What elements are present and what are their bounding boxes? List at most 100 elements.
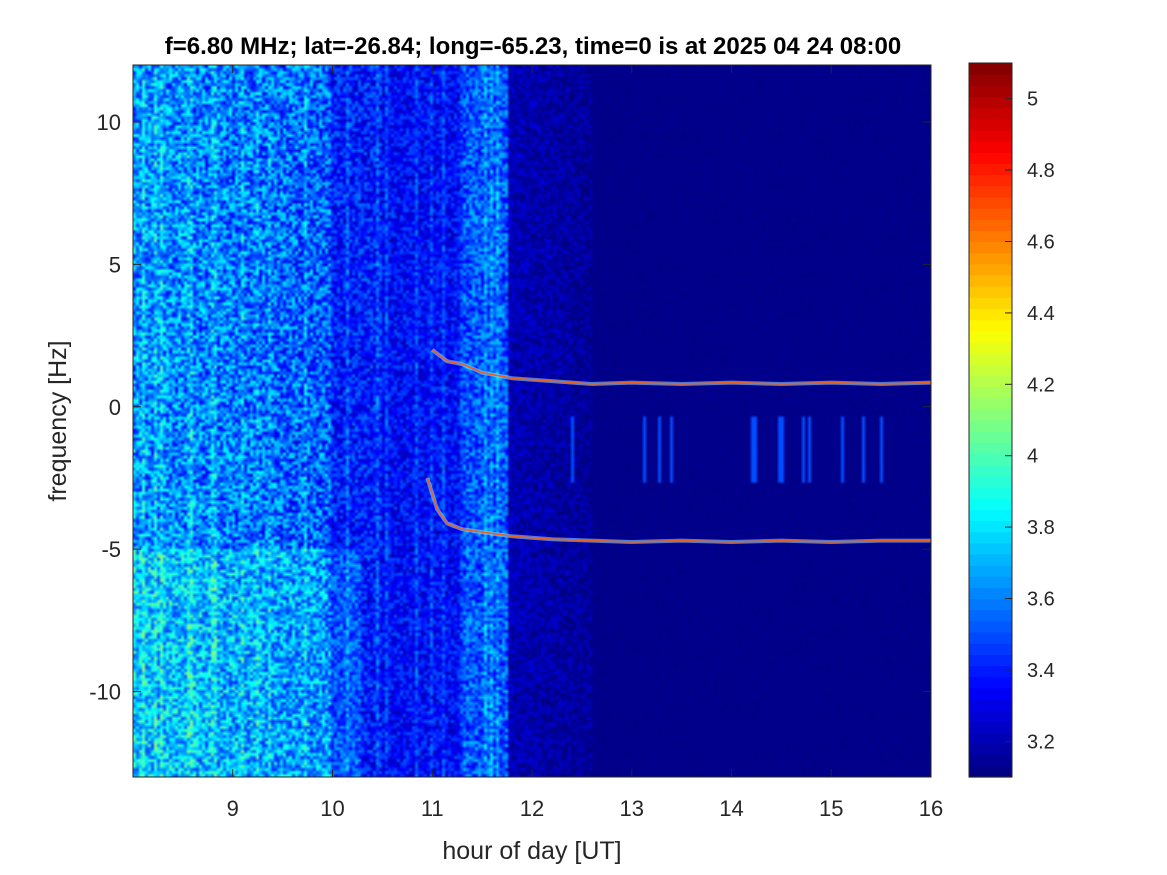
colorbar-band — [969, 219, 1012, 231]
trace-line-2 — [426, 477, 931, 543]
colorbar-band — [969, 687, 1012, 700]
colorbar-band — [969, 129, 1012, 142]
colorbar-band — [969, 297, 1012, 310]
colorbar-tick-label: 4.8 — [1027, 160, 1055, 182]
colorbar: 5 4.8 4.6 4.4 4.2 4 3.8 3.6 3.4 3.2 — [968, 62, 1055, 778]
doppler-traces — [425, 348, 932, 545]
colorbar-band — [969, 587, 1012, 600]
colorbar-band — [969, 721, 1012, 733]
colorbar-band — [969, 509, 1012, 522]
colorbar-band — [969, 364, 1012, 376]
colorbar-tick-label: 4 — [1027, 446, 1038, 468]
colorbar-band — [969, 118, 1012, 131]
x-tick-label: 15 — [819, 796, 843, 821]
colorbar-band — [969, 252, 1012, 265]
colorbar-tick-label: 3.6 — [1027, 589, 1055, 611]
colorbar-band — [969, 609, 1012, 622]
colorbar-band — [969, 464, 1012, 477]
colorbar-band — [969, 208, 1012, 220]
y-axis: 10 5 0 -5 -10 — [89, 110, 931, 705]
x-tick-label: 9 — [227, 796, 239, 821]
colorbar-band — [969, 643, 1012, 655]
colorbar-band — [969, 330, 1012, 343]
colorbar-tick-label: 5 — [1027, 89, 1038, 111]
colorbar-tick-label: 3.4 — [1027, 660, 1055, 682]
colorbar-band — [969, 576, 1012, 588]
colorbar-band — [969, 453, 1012, 466]
colorbar-band — [969, 107, 1012, 120]
colorbar-band — [969, 431, 1012, 443]
colorbar-band — [969, 710, 1012, 722]
colorbar-band — [969, 620, 1012, 633]
colorbar-band — [969, 63, 1012, 75]
x-tick-label: 13 — [620, 796, 644, 821]
colorbar-band — [969, 486, 1012, 499]
colorbar-band — [969, 542, 1012, 555]
colorbar-band — [969, 397, 1012, 410]
colorbar-band — [969, 475, 1012, 488]
colorbar-band — [969, 531, 1012, 544]
y-tick-label: 0 — [109, 395, 121, 420]
colorbar-band — [969, 420, 1012, 432]
colorbar-band — [969, 743, 1012, 756]
colorbar-band — [969, 676, 1012, 689]
colorbar-band — [969, 274, 1012, 287]
colorbar-band — [969, 353, 1012, 365]
colorbar-band — [969, 442, 1012, 455]
colorbar-band — [969, 286, 1012, 298]
colorbar-band — [969, 185, 1012, 198]
colorbar-band — [969, 765, 1012, 778]
colorbar-band — [969, 375, 1012, 388]
colorbar-band — [969, 754, 1012, 767]
spectrogram-heatmap — [133, 65, 931, 777]
colorbar-band — [969, 654, 1012, 667]
colorbar-band — [969, 498, 1012, 510]
colorbar-band — [969, 665, 1012, 678]
colorbar-tick-label: 4.4 — [1027, 303, 1055, 325]
colorbar-band — [969, 163, 1012, 176]
colorbar-band — [969, 631, 1012, 644]
colorbar-band — [969, 174, 1012, 187]
x-axis-label: hour of day [UT] — [442, 837, 621, 865]
colorbar-band — [969, 308, 1012, 321]
colorbar-tick-label: 3.8 — [1027, 517, 1055, 539]
colorbar-band — [969, 241, 1012, 254]
colorbar-band — [969, 553, 1012, 566]
colorbar-band — [969, 598, 1012, 611]
colorbar-band — [969, 85, 1012, 98]
colorbar-band — [969, 565, 1012, 577]
y-tick-label: -10 — [89, 680, 121, 705]
y-tick-label: 10 — [97, 110, 121, 135]
colorbar-band — [969, 141, 1012, 153]
colorbar-tick-label: 3.2 — [1027, 731, 1055, 753]
chart-title: f=6.80 MHz; lat=-26.84; long=-65.23, tim… — [165, 33, 901, 60]
colorbar-band — [969, 196, 1012, 209]
x-tick-label: 12 — [520, 796, 544, 821]
plot-area — [132, 64, 932, 778]
y-axis-label: frequency [Hz] — [44, 340, 72, 501]
colorbar-band — [969, 386, 1012, 399]
colorbar-tick-label: 4.6 — [1027, 232, 1055, 254]
colorbar-frame — [968, 62, 1013, 778]
x-tick-label: 10 — [320, 796, 344, 821]
colorbar-band — [969, 408, 1012, 421]
colorbar-band — [969, 341, 1012, 354]
x-axis: 9 10 11 12 13 14 15 16 — [227, 65, 943, 821]
colorbar-band — [969, 74, 1012, 86]
x-tick-label: 16 — [919, 796, 943, 821]
y-tick-label: 5 — [109, 252, 121, 277]
colorbar-band — [969, 319, 1012, 332]
colorbar-band — [969, 230, 1012, 243]
colorbar-band — [969, 698, 1012, 711]
colorbar-band — [969, 263, 1012, 276]
x-tick-label: 11 — [421, 796, 444, 821]
colorbar-band — [969, 732, 1012, 745]
trace-line-1 — [431, 349, 932, 385]
colorbar-band — [969, 152, 1012, 165]
colorbar-band — [969, 96, 1012, 109]
y-tick-label: -5 — [101, 537, 121, 562]
x-tick-label: 14 — [719, 796, 743, 821]
colorbar-band — [969, 520, 1012, 533]
colorbar-tick-label: 4.2 — [1027, 374, 1055, 396]
